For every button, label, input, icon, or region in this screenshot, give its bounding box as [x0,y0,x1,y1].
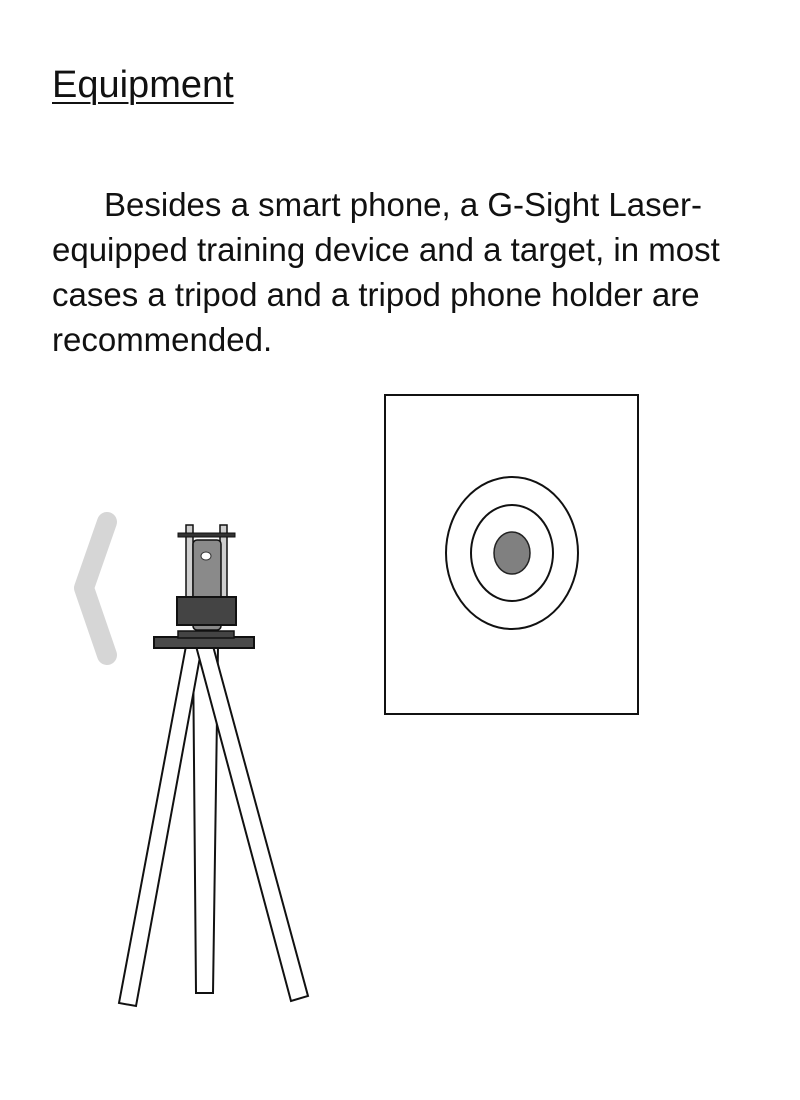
tripod-icon [117,636,310,1008]
intro-paragraph: Besides a smart phone, a G-Sight Laser-e… [52,186,720,358]
holder-base [177,630,235,639]
phone-camera-icon [200,551,212,561]
target-icon [384,394,639,715]
holder-top-bar [177,532,236,538]
target-bullseye [493,531,531,575]
back-chevron-icon[interactable] [74,512,117,665]
page-title: Equipment [52,64,234,106]
tripod-left-leg [117,645,204,1008]
phone-holder-icon [176,524,237,639]
holder-clamp [176,596,237,626]
